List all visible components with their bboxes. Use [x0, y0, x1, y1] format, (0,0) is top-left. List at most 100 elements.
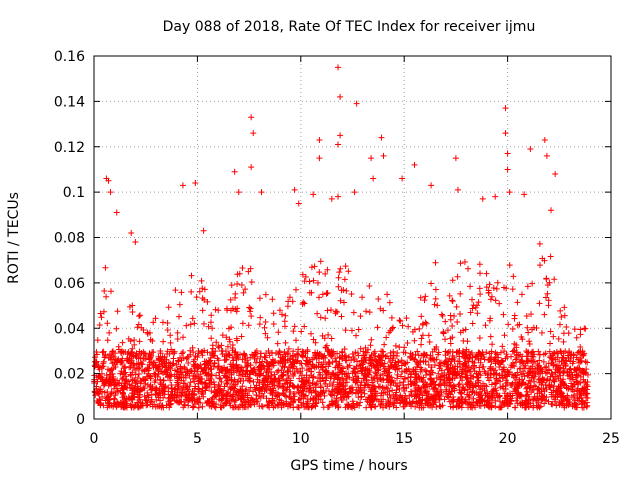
- data-point: [161, 368, 168, 375]
- data-point: [431, 301, 438, 308]
- data-point: [543, 363, 550, 370]
- data-point: [497, 404, 504, 411]
- data-point: [332, 364, 339, 371]
- data-point: [438, 373, 445, 380]
- data-point: [402, 401, 409, 408]
- data-point: [530, 353, 537, 360]
- data-point: [202, 360, 209, 367]
- data-point: [476, 368, 483, 375]
- data-point: [499, 358, 506, 365]
- data-point: [397, 393, 404, 400]
- data-point: [414, 348, 421, 355]
- data-point: [145, 370, 152, 377]
- data-point: [229, 341, 236, 348]
- data-point: [375, 397, 382, 404]
- data-point: [192, 383, 199, 390]
- data-point: [105, 399, 112, 406]
- data-point: [523, 404, 530, 411]
- data-point: [209, 325, 216, 332]
- data-point: [189, 404, 196, 411]
- data-point: [236, 372, 243, 379]
- data-point-outlier: [380, 152, 387, 159]
- data-point: [538, 396, 545, 403]
- data-point: [191, 378, 198, 385]
- data-point: [227, 361, 234, 368]
- data-point: [380, 376, 387, 383]
- data-point: [546, 279, 553, 286]
- data-point: [432, 295, 439, 302]
- data-point: [528, 311, 535, 318]
- x-tick-label: 25: [602, 431, 620, 447]
- data-point: [348, 357, 355, 364]
- data-point: [388, 362, 395, 369]
- data-point: [570, 376, 577, 383]
- data-point: [275, 383, 282, 390]
- data-point: [504, 368, 511, 375]
- data-point: [107, 288, 114, 295]
- data-point: [416, 375, 423, 382]
- data-point: [396, 385, 403, 392]
- data-point: [306, 289, 313, 296]
- data-point: [96, 321, 103, 328]
- data-point: [223, 334, 230, 341]
- data-point: [474, 351, 481, 358]
- data-point: [235, 395, 242, 402]
- data-point: [397, 318, 404, 325]
- data-point: [289, 361, 296, 368]
- data-point: [539, 255, 546, 262]
- data-point: [436, 395, 443, 402]
- data-point: [245, 360, 252, 367]
- data-point: [262, 330, 269, 337]
- data-point: [268, 375, 275, 382]
- data-point: [146, 361, 153, 368]
- data-point: [530, 359, 537, 366]
- data-point: [300, 381, 307, 388]
- data-point: [232, 362, 239, 369]
- data-point: [213, 339, 220, 346]
- data-point: [389, 377, 396, 384]
- data-point: [451, 383, 458, 390]
- data-point: [115, 388, 122, 395]
- data-point: [363, 404, 370, 411]
- data-point: [142, 396, 149, 403]
- x-tick-label: 20: [499, 431, 517, 447]
- data-point: [310, 363, 317, 370]
- data-point: [584, 371, 591, 378]
- data-point: [550, 350, 557, 357]
- data-point: [225, 389, 232, 396]
- data-point: [501, 348, 508, 355]
- data-point: [115, 346, 122, 353]
- grid: [94, 56, 611, 419]
- data-point-outlier: [248, 114, 255, 121]
- data-point: [297, 368, 304, 375]
- data-point-outlier: [113, 209, 120, 216]
- data-point: [105, 400, 112, 407]
- data-point: [487, 333, 494, 340]
- data-point: [253, 398, 260, 405]
- data-point: [238, 281, 245, 288]
- data-point-outlier: [328, 195, 335, 202]
- data-point: [476, 261, 483, 268]
- data-point: [229, 354, 236, 361]
- data-point: [577, 326, 584, 333]
- data-point: [534, 395, 541, 402]
- data-point: [514, 369, 521, 376]
- data-point: [548, 389, 555, 396]
- data-point: [275, 375, 282, 382]
- data-point: [95, 364, 102, 371]
- data-point: [212, 306, 219, 313]
- data-point: [280, 357, 287, 364]
- data-point: [112, 364, 119, 371]
- data-point: [561, 381, 568, 388]
- data-point: [446, 398, 453, 405]
- data-point: [460, 354, 467, 361]
- data-point: [432, 286, 439, 293]
- data-point: [313, 352, 320, 359]
- data-point: [369, 386, 376, 393]
- data-point-outlier: [337, 93, 344, 100]
- data-point: [338, 397, 345, 404]
- data-point: [128, 395, 135, 402]
- data-point: [476, 402, 483, 409]
- data-point: [264, 381, 271, 388]
- data-point: [209, 342, 216, 349]
